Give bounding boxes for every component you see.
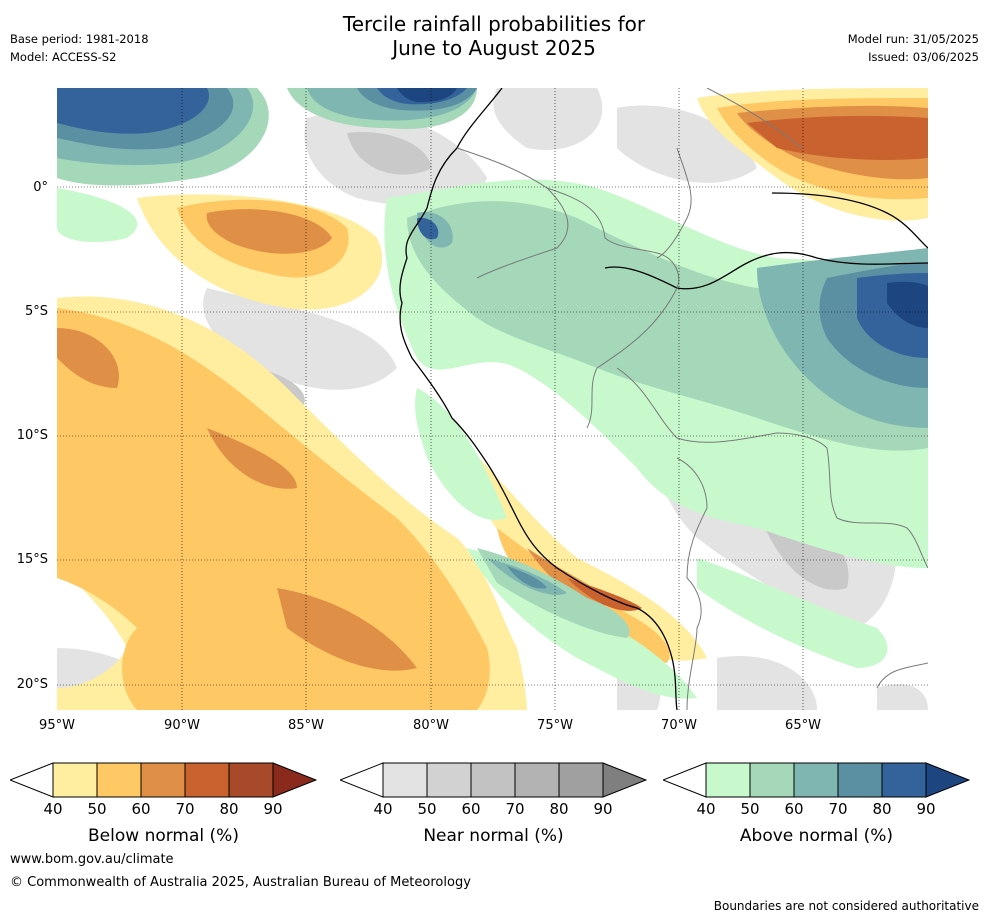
above-tick-70: 70 [828, 800, 848, 818]
near-swatch-5 [558, 762, 604, 798]
above-swatch-5 [881, 762, 927, 798]
below-tick-90: 90 [263, 800, 283, 818]
above-tick-60: 60 [784, 800, 804, 818]
country-borders [456, 88, 928, 710]
near-swatch-3 [470, 762, 516, 798]
near-normal-title: Near normal (%) [423, 826, 564, 846]
near-swatch-2 [426, 762, 472, 798]
lon-label-85w: 85°W [288, 718, 324, 733]
lat-label-15s: 15°S [16, 552, 48, 567]
colorbar-near-normal [340, 762, 647, 798]
near-swatch-1 [382, 762, 428, 798]
near-tick-40: 40 [373, 800, 393, 818]
lon-label-75w: 75°W [537, 718, 573, 733]
above-swatch-2 [749, 762, 795, 798]
base-period: Base period: 1981-2018 [10, 32, 149, 46]
lat-label-10s: 10°S [16, 428, 48, 443]
rainfall-probability-map [57, 88, 928, 710]
footer-url: www.bom.gov.au/climate [10, 852, 174, 867]
model-name: Model: ACCESS-S2 [10, 50, 117, 64]
below-tick-60: 60 [131, 800, 151, 818]
lon-label-90w: 90°W [164, 718, 200, 733]
lat-label-20s: 20°S [16, 677, 48, 692]
below-swatch-4 [184, 762, 230, 798]
below-normal-title: Below normal (%) [88, 826, 239, 846]
near-tick-90: 90 [593, 800, 613, 818]
near-tick-80: 80 [549, 800, 569, 818]
above-tick-80: 80 [872, 800, 892, 818]
lon-label-70w: 70°W [661, 718, 697, 733]
colorbar-above-normal [663, 762, 970, 798]
below-swatch-1 [52, 762, 98, 798]
below-tick-40: 40 [43, 800, 63, 818]
footer-disclaimer: Boundaries are not considered authoritat… [713, 899, 979, 913]
above-tick-90: 90 [916, 800, 936, 818]
title-line-2: June to August 2025 [392, 36, 596, 60]
lon-label-65w: 65°W [785, 718, 821, 733]
above-swatch-4 [837, 762, 883, 798]
lat-label-5s: 5°S [24, 304, 48, 319]
below-tick-70: 70 [175, 800, 195, 818]
above-normal-title: Above normal (%) [739, 826, 894, 846]
title-line-1: Tercile rainfall probabilities for [342, 12, 646, 36]
below-swatch-2 [96, 762, 142, 798]
above-normal-regions [57, 88, 928, 699]
near-tick-60: 60 [461, 800, 481, 818]
near-tick-70: 70 [505, 800, 525, 818]
colorbar-below-normal [10, 762, 317, 798]
above-swatch-3 [793, 762, 839, 798]
lat-label-0: 0° [33, 180, 48, 195]
below-tick-50: 50 [87, 800, 107, 818]
graticule [57, 88, 928, 710]
lon-label-95w: 95°W [39, 718, 75, 733]
lon-label-80w: 80°W [413, 718, 449, 733]
meta-left: Base period: 1981-2018 Model: ACCESS-S2 [10, 30, 149, 66]
below-swatch-3 [140, 762, 186, 798]
above-tick-50: 50 [740, 800, 760, 818]
meta-right: Model run: 31/05/2025 Issued: 03/06/2025 [848, 30, 979, 66]
issued-date: Issued: 03/06/2025 [868, 50, 979, 64]
above-tick-40: 40 [696, 800, 716, 818]
above-swatch-1 [705, 762, 751, 798]
coastline [399, 88, 928, 710]
below-tick-80: 80 [219, 800, 239, 818]
model-run: Model run: 31/05/2025 [847, 32, 979, 46]
near-swatch-4 [514, 762, 560, 798]
near-tick-50: 50 [417, 800, 437, 818]
below-swatch-5 [228, 762, 274, 798]
map-title: Tercile rainfall probabilities for June … [0, 12, 988, 60]
footer-copyright: © Commonwealth of Australia 2025, Austra… [10, 875, 471, 890]
